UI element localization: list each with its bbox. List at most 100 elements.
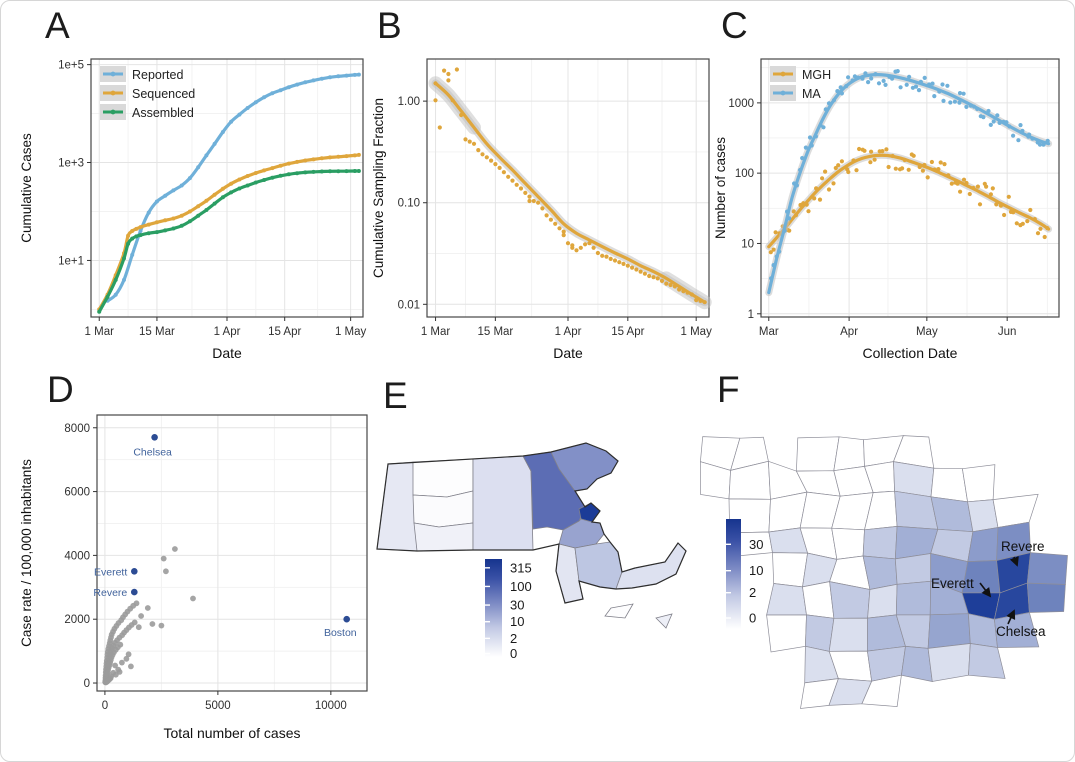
svg-text:1 Apr: 1 Apr: [214, 326, 241, 338]
svg-text:1 Mar: 1 Mar: [85, 326, 115, 338]
svg-text:0: 0: [749, 611, 756, 626]
town-annotations: Revere Everett Chelsea: [931, 539, 1046, 639]
svg-text:Cumulative Sampling Fraction: Cumulative Sampling Fraction: [371, 98, 386, 278]
town-regions: [700, 435, 1068, 709]
svg-text:MGH: MGH: [802, 68, 831, 82]
svg-text:Chelsea: Chelsea: [133, 446, 172, 458]
svg-text:Collection Date: Collection Date: [863, 345, 958, 361]
county-nantucket: [655, 613, 673, 629]
series-ma: [765, 69, 1053, 297]
svg-text:15 Mar: 15 Mar: [477, 326, 513, 338]
svg-text:2000: 2000: [64, 614, 90, 626]
scatter-points: [102, 546, 196, 686]
panel-e-map: 315 100 30 10 2 0: [373, 431, 708, 676]
panel-c-label: C: [721, 5, 748, 46]
towns-choropleth-map: 30 10 2 0 Revere Everett Chelsea: [700, 435, 1068, 709]
panel-b-label: B: [377, 5, 402, 46]
svg-text:0: 0: [510, 646, 517, 661]
svg-text:10: 10: [749, 563, 763, 578]
panel-a-label: A: [45, 5, 70, 46]
svg-text:4000: 4000: [64, 550, 90, 562]
county-hampden: [413, 522, 474, 552]
svg-text:1 Mar: 1 Mar: [421, 326, 451, 338]
svg-text:0.01: 0.01: [398, 299, 420, 311]
svg-text:1e+3: 1e+3: [58, 158, 84, 170]
county-dukes: [604, 603, 634, 619]
series-cumulative-sampling-fraction: [428, 67, 712, 310]
svg-text:2: 2: [749, 585, 756, 600]
svg-text:10000: 10000: [315, 700, 347, 712]
svg-text:Revere: Revere: [1001, 539, 1045, 554]
highlighted-towns: Chelsea Everett Revere Boston: [93, 434, 357, 639]
svg-text:2: 2: [510, 631, 517, 646]
map-f-color-legend: 30 10 2 0: [726, 519, 763, 629]
gridlines: [97, 415, 367, 691]
county-worcester: [472, 455, 534, 551]
svg-text:Sequenced: Sequenced: [132, 87, 195, 101]
svg-text:MA: MA: [802, 87, 821, 101]
svg-text:Reported: Reported: [132, 68, 183, 82]
gridlines: [91, 59, 363, 317]
svg-text:Cumulative Cases: Cumulative Cases: [19, 133, 34, 243]
panel-f-label: F: [717, 369, 740, 410]
series-mgh: [765, 146, 1053, 255]
county-barnstable: [615, 542, 687, 590]
svg-text:0: 0: [102, 700, 108, 712]
svg-text:15 Apr: 15 Apr: [268, 326, 301, 338]
series-sequenced: [97, 152, 361, 312]
svg-text:1: 1: [748, 309, 754, 321]
county-hampshire: [412, 490, 474, 528]
svg-text:1e+5: 1e+5: [58, 60, 84, 72]
svg-text:Date: Date: [553, 345, 583, 361]
svg-text:1e+1: 1e+1: [58, 255, 84, 267]
axes: 1 Mar 15 Mar 1 Apr 15 Apr 1 May 1e+5 1e+3 1e+1 D…: [19, 60, 367, 361]
series-assembled: [97, 169, 361, 314]
svg-text:Date: Date: [212, 345, 242, 361]
svg-text:1 May: 1 May: [681, 326, 713, 338]
panel-a-plot: 1 Mar 15 Mar 1 Apr 15 Apr 1 May 1e+5 1e+3 1e+1 D…: [19, 58, 367, 361]
state-outline: [376, 442, 687, 604]
svg-text:Assembled: Assembled: [132, 106, 194, 120]
svg-text:Mar: Mar: [759, 326, 779, 338]
svg-text:1 Apr: 1 Apr: [555, 326, 582, 338]
svg-text:Chelsea: Chelsea: [996, 624, 1046, 639]
svg-text:Jun: Jun: [998, 326, 1017, 338]
panel-c-plot: Mar Apr May Jun 1000 100 10 1 Collection Date Num…: [713, 58, 1060, 361]
svg-text:15 Apr: 15 Apr: [611, 326, 644, 338]
svg-text:1 May: 1 May: [335, 326, 367, 338]
panel-c-chart: Mar Apr May Jun 1000 100 10 1 Collection Date Num…: [711, 45, 1071, 372]
panel-d-plot: 0 5000 10000 0 2000 4000 6000 8000 Total number …: [19, 414, 368, 741]
panel-d-label: D: [47, 369, 74, 410]
panel-a-chart: 1 Mar 15 Mar 1 Apr 15 Apr 1 May 1e+5 1e+3 1e+1 D…: [17, 45, 373, 372]
svg-text:0.10: 0.10: [398, 198, 420, 210]
svg-text:0: 0: [84, 678, 90, 690]
svg-text:Boston: Boston: [324, 627, 357, 639]
panel-f-map: 30 10 2 0 Revere Everett Chelsea: [696, 399, 1074, 761]
svg-text:Total number of cases: Total number of cases: [164, 725, 301, 741]
svg-text:30: 30: [749, 537, 763, 552]
panel-b-plot: 1 Mar 15 Mar 1 Apr 15 Apr 1 May 1.00 0.10 0.01 D…: [371, 58, 712, 361]
svg-text:30: 30: [510, 598, 524, 613]
svg-text:Case rate / 100,000 inhabitant: Case rate / 100,000 inhabitants: [19, 459, 34, 647]
svg-text:100: 100: [735, 168, 754, 180]
svg-text:Revere: Revere: [93, 587, 127, 599]
series-reported: [105, 72, 361, 303]
svg-text:May: May: [916, 326, 938, 338]
legend: Reported Sequenced Assembled: [100, 66, 195, 120]
county-regions: [376, 442, 687, 629]
svg-text:6000: 6000: [64, 487, 90, 499]
legend: MGH MA: [770, 66, 831, 101]
svg-text:1.00: 1.00: [398, 96, 420, 108]
axes: 1 Mar 15 Mar 1 Apr 15 Apr 1 May 1.00 0.10 0.01 D…: [371, 96, 712, 361]
svg-text:Number of cases: Number of cases: [713, 137, 728, 239]
svg-text:315: 315: [510, 560, 532, 575]
svg-text:1000: 1000: [728, 98, 754, 110]
svg-text:Apr: Apr: [840, 326, 858, 338]
axes: Mar Apr May Jun 1000 100 10 1 Collection Date Num…: [713, 98, 1016, 361]
axes: 0 5000 10000 0 2000 4000 6000 8000 Total number …: [19, 423, 347, 741]
svg-text:5000: 5000: [205, 700, 231, 712]
svg-text:Everett: Everett: [931, 576, 974, 591]
